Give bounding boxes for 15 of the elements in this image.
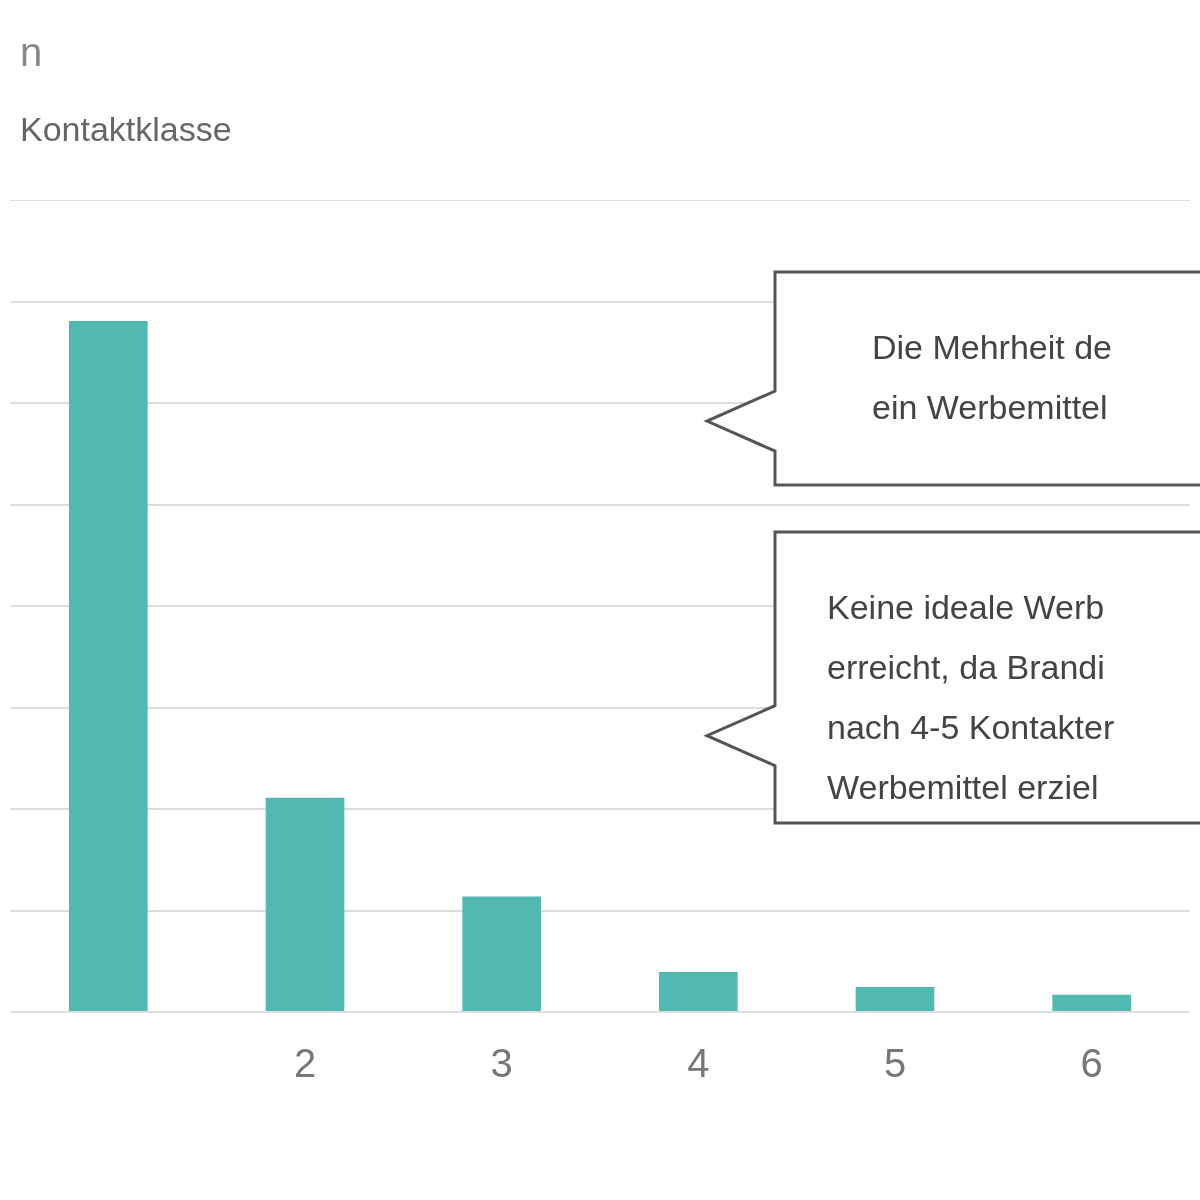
chart-subtitle: Kontaktklasse <box>20 110 232 149</box>
x-tick-label: 5 <box>883 1041 907 1086</box>
bar <box>855 987 935 1011</box>
chart-title: n <box>20 30 43 75</box>
bar <box>1052 994 1131 1011</box>
x-tick-label: 6 <box>1080 1041 1103 1086</box>
bar <box>265 797 345 1011</box>
annotation: Keine ideale Werb erreicht, da Brandi nach 4-5 Kontakter Werbemittel erziel <box>827 587 1115 808</box>
bar <box>462 896 541 1011</box>
bar <box>659 971 738 1011</box>
annotation: Die Mehrheit de ein Werbemittel <box>872 327 1113 428</box>
x-tick-label: 2 <box>293 1041 317 1086</box>
bar <box>69 320 148 1011</box>
x-tick-label: 4 <box>687 1041 710 1086</box>
x-tick-label: 3 <box>490 1041 513 1086</box>
